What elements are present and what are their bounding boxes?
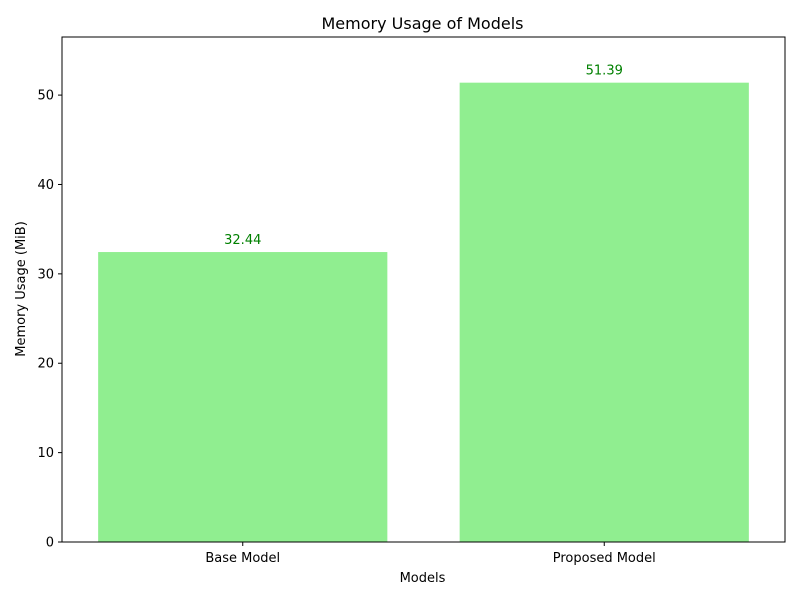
y-axis-label: Memory Usage (MiB): [14, 221, 29, 357]
y-tick-label: 40: [37, 178, 54, 193]
data-label: 32.44: [224, 233, 261, 248]
plot-frame: [61, 36, 786, 543]
y-tick-label: 10: [37, 446, 54, 461]
x-tick-label: Proposed Model: [553, 551, 656, 566]
y-tick-label: 50: [37, 89, 54, 104]
y-tick-label: 30: [37, 267, 54, 282]
x-axis-label: Models: [400, 571, 446, 586]
bar-proposed-model: [459, 82, 749, 542]
x-tick-label: Base Model: [205, 551, 280, 566]
y-tick-label: 20: [37, 357, 54, 372]
plot-area: 32.44 Base Model 51.39 Proposed Model 0 10 20 3…: [37, 36, 786, 566]
bar-base-model: [98, 252, 388, 542]
y-tick-label: 0: [46, 536, 54, 551]
data-label: 51.39: [586, 64, 623, 79]
chart-title: Memory Usage of Models: [322, 14, 524, 33]
